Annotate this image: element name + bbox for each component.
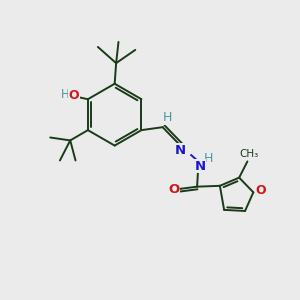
Text: N: N (175, 144, 186, 157)
Text: O: O (255, 184, 266, 197)
Text: H: H (203, 152, 213, 165)
Text: O: O (68, 88, 79, 102)
Text: CH₃: CH₃ (239, 149, 259, 159)
Text: H: H (61, 88, 69, 101)
Text: N: N (194, 160, 206, 172)
Text: O: O (168, 182, 179, 196)
Text: H: H (162, 111, 172, 124)
